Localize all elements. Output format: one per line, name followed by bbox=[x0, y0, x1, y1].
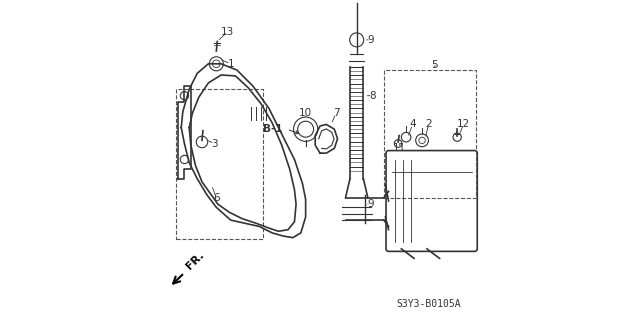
Text: 4: 4 bbox=[409, 119, 416, 130]
Text: S3Y3-B0105A: S3Y3-B0105A bbox=[396, 300, 461, 309]
Text: 13: 13 bbox=[221, 27, 234, 37]
Bar bbox=[384, 70, 476, 198]
Text: 5: 5 bbox=[431, 60, 438, 70]
Text: 12: 12 bbox=[457, 119, 470, 130]
Text: 8: 8 bbox=[369, 91, 376, 101]
Text: FR.: FR. bbox=[185, 250, 206, 272]
Text: 2: 2 bbox=[425, 119, 432, 130]
Text: 11: 11 bbox=[393, 143, 406, 153]
Text: B-1: B-1 bbox=[263, 124, 282, 134]
Text: 3: 3 bbox=[211, 138, 218, 149]
Text: 9: 9 bbox=[368, 35, 374, 45]
Bar bbox=[177, 89, 262, 239]
Text: 7: 7 bbox=[333, 108, 339, 118]
Text: 9: 9 bbox=[368, 199, 374, 209]
Text: 6: 6 bbox=[213, 193, 220, 203]
Text: 1: 1 bbox=[227, 59, 234, 69]
Text: 10: 10 bbox=[299, 108, 312, 118]
